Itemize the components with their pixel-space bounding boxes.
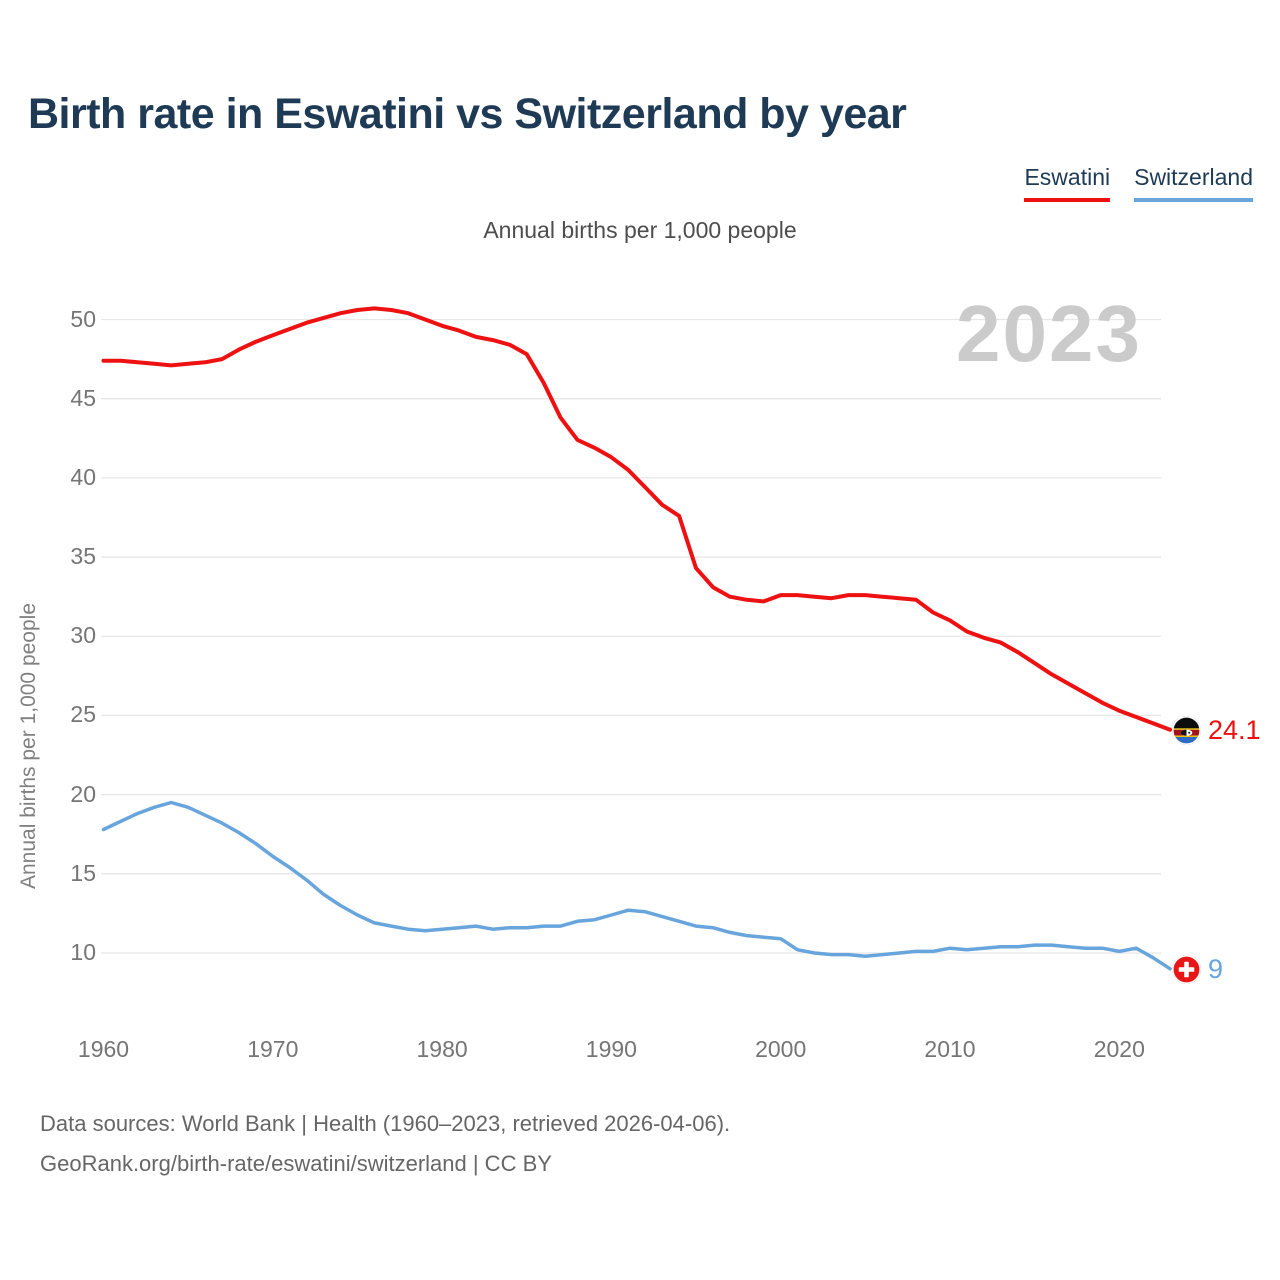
x-tick-label: 2010 [924,1036,976,1062]
watermark-year-label: 2023 [956,289,1142,378]
switzerland-end-value: 9 [1208,954,1224,985]
y-tick-label: 20 [70,780,96,807]
y-tick-label: 45 [70,384,96,411]
series-line-switzerland [101,800,1172,971]
y-tick-label: 10 [70,939,96,965]
footer-sources: Data sources: World Bank | Health (1960–… [40,1111,731,1136]
legend-item-eswatini[interactable]: Eswatini [1024,164,1111,202]
y-tick-label: 50 [70,305,96,332]
footer-attribution: GeoRank.org/birth-rate/eswatini/switzerl… [40,1151,552,1176]
x-tick-label: 1960 [77,1036,130,1062]
x-tick-label: 1980 [416,1036,468,1062]
y-tick-label: 35 [70,543,96,570]
x-tick-label: 1990 [585,1036,637,1062]
legend-label-switzerland: Switzerland [1134,164,1253,190]
y-tick-label: 40 [70,463,96,490]
page-title: Birth rate in Eswatini vs Switzerland by… [28,90,907,138]
switzerland-end-marker: 9 [1172,954,1223,985]
x-tick-label: 2020 [1093,1036,1145,1062]
series-line-eswatini [101,306,1173,732]
chart-legend: Eswatini Switzerland [1024,164,1253,202]
y-tick-label: 15 [70,859,96,886]
y-tick-label: 30 [70,622,96,649]
x-tick-label: 1970 [247,1036,299,1062]
chart-footer: Data sources: World Bank | Health (1960–… [40,1104,730,1184]
switzerland-flag-icon [1172,955,1201,985]
x-tick-label: 2000 [755,1036,807,1062]
eswatini-end-value: 24.1 [1208,715,1261,746]
eswatini-end-marker: 24.1 [1172,715,1261,746]
y-tick-label: 25 [70,701,96,728]
eswatini-flag-icon [1172,716,1201,746]
legend-item-switzerland[interactable]: Switzerland [1134,164,1253,202]
chart-subtitle: Annual births per 1,000 people [483,217,797,243]
legend-label-eswatini: Eswatini [1024,164,1111,190]
